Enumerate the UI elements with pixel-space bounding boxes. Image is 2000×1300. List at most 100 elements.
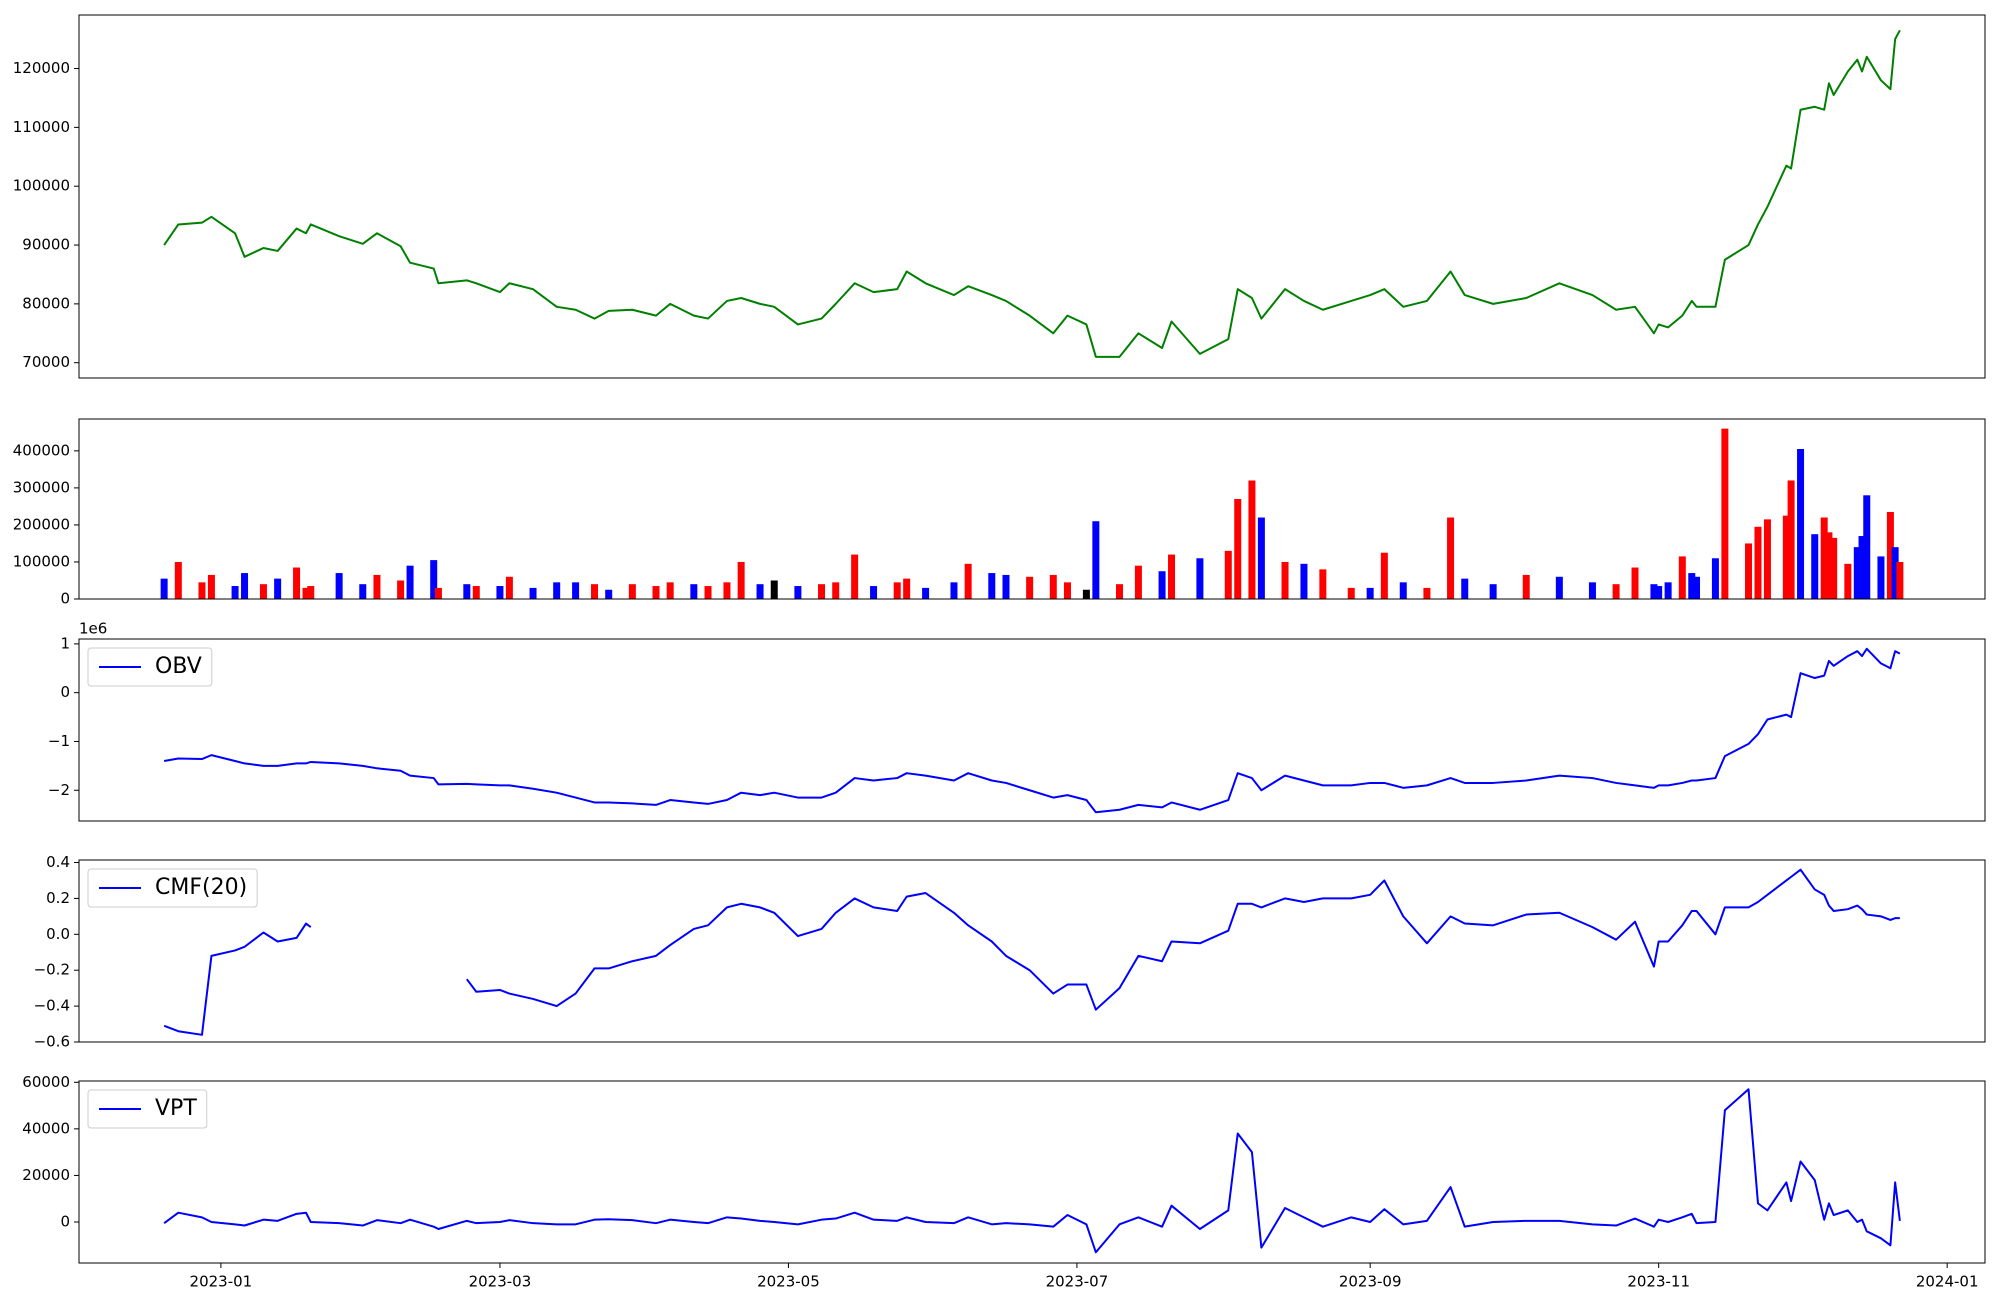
y-tick-label: 400000 — [13, 441, 70, 459]
bar — [1423, 587, 1431, 599]
bar — [1082, 589, 1090, 599]
bar — [572, 582, 580, 599]
y-tick-label: 0.0 — [46, 925, 70, 943]
bar — [737, 561, 745, 599]
bar — [1896, 561, 1904, 599]
y-tick-label: 70000 — [22, 353, 70, 371]
bar — [472, 586, 480, 599]
bar — [988, 573, 996, 599]
x-tick-label: 2023-03 — [469, 1273, 532, 1291]
bar — [231, 586, 239, 599]
bar — [1224, 550, 1232, 599]
bar — [430, 560, 438, 599]
bar — [1688, 573, 1696, 599]
axes-frame — [78, 418, 1986, 600]
bar — [1754, 526, 1762, 599]
bar — [1745, 543, 1753, 599]
y-tick-label: 100000 — [13, 177, 70, 195]
bar — [1853, 547, 1861, 599]
y-tick-label: 20000 — [22, 1166, 70, 1184]
y-tick-label: 1 — [60, 634, 70, 652]
bar — [870, 586, 878, 599]
y-tick-label: −0.2 — [34, 961, 70, 979]
panel: 0 100000 200000 300000 400000 — [13, 418, 1986, 608]
bar — [1196, 558, 1204, 599]
bar — [1721, 428, 1729, 599]
y-tick-label: 90000 — [22, 236, 70, 254]
bar — [1825, 532, 1833, 599]
bar — [818, 584, 826, 599]
axes-frame — [78, 14, 1986, 379]
bar — [756, 584, 764, 599]
line — [163, 1088, 1901, 1254]
bar — [1281, 561, 1289, 599]
y-tick-label: −0.6 — [34, 1033, 70, 1051]
bar — [335, 573, 343, 599]
bar — [903, 578, 911, 599]
bar — [1115, 584, 1123, 599]
line — [163, 647, 1901, 814]
bar — [207, 574, 215, 599]
bar — [605, 589, 613, 599]
bar — [1782, 515, 1790, 599]
bar — [1692, 576, 1700, 599]
bar — [1257, 517, 1265, 599]
bar — [293, 567, 301, 599]
y-tick-label: 0 — [60, 683, 70, 701]
axes-frame — [78, 859, 1986, 1043]
bar — [463, 584, 471, 599]
bar — [1612, 584, 1620, 599]
bar — [950, 582, 958, 599]
bar — [628, 584, 636, 599]
bar — [690, 584, 698, 599]
bar — [274, 578, 282, 599]
panel: 0 20000 40000 60000 2023-01 2023-03 2023-05 202… — [22, 1073, 1986, 1291]
panel: −0.6 −0.4 −0.2 0.0 0.2 0.4 CMF(20) — [34, 853, 1986, 1051]
axes-frame — [78, 638, 1986, 822]
y-tick-label: 120000 — [13, 59, 70, 77]
bar — [1631, 567, 1639, 599]
legend: CMF(20) — [87, 868, 258, 908]
bar — [397, 580, 405, 599]
bar — [1858, 536, 1866, 599]
x-tick-label: 2023-05 — [757, 1273, 820, 1291]
y-tick-label: −2 — [48, 781, 70, 799]
bar — [1522, 574, 1530, 599]
bar — [1002, 574, 1010, 599]
bar — [259, 584, 267, 599]
bar — [1555, 576, 1563, 599]
bar — [770, 580, 778, 599]
legend-label: OBV — [155, 654, 202, 679]
bar — [964, 563, 972, 599]
bar — [851, 554, 859, 599]
bar — [1489, 584, 1497, 599]
bar — [198, 582, 206, 599]
legend-box — [87, 1089, 208, 1129]
bar — [406, 565, 414, 599]
bar — [922, 587, 930, 599]
legend-box — [87, 647, 213, 687]
bar — [1300, 563, 1308, 599]
bar — [652, 586, 660, 599]
x-tick-label: 2023-11 — [1627, 1273, 1690, 1291]
bar — [1844, 563, 1852, 599]
bar — [1678, 556, 1686, 599]
y-tick-label: 110000 — [13, 118, 70, 136]
bar — [1655, 586, 1663, 599]
x-tick-label: 2024-01 — [1916, 1273, 1979, 1291]
y-tick-label: −0.4 — [34, 997, 70, 1015]
bar — [1366, 587, 1374, 599]
bar — [1092, 521, 1100, 599]
bar — [723, 582, 731, 599]
line — [163, 868, 1900, 1036]
bar — [1026, 576, 1034, 599]
y-offset-label: 1e6 — [79, 620, 107, 638]
bar — [434, 587, 442, 599]
bar — [832, 582, 840, 599]
bar — [553, 582, 561, 599]
bar — [704, 586, 712, 599]
bar — [1863, 495, 1871, 599]
bar — [1797, 449, 1805, 599]
bar — [307, 586, 315, 599]
x-tick-label: 2023-07 — [1046, 1273, 1109, 1291]
